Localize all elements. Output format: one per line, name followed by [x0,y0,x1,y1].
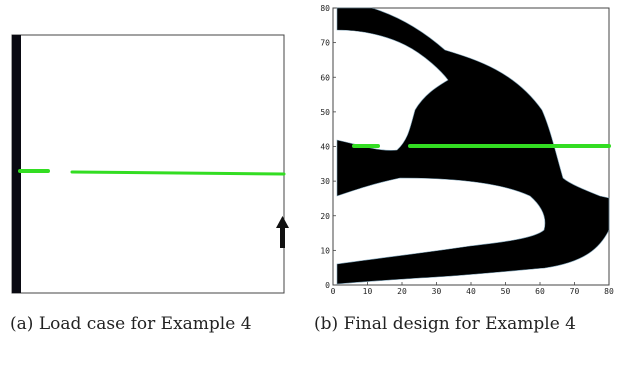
y-tick-label: 0 [325,281,330,290]
y-tick-label: 70 [320,39,330,48]
fixed-support-bar [12,35,21,293]
y-tick-label: 20 [320,212,330,221]
y-tick-label: 10 [320,246,330,255]
x-tick-label: 30 [432,287,442,296]
y-axis: 0 10 20 30 40 50 60 70 80 [320,4,336,290]
x-tick-label: 20 [397,287,407,296]
panel-a-drawing [11,34,289,294]
load-line-right-segment [70,170,286,176]
x-tick-label: 10 [363,287,373,296]
y-tick-label: 50 [320,108,330,117]
y-tick-label: 30 [320,177,330,186]
caption-b: (b) Final design for Example 4 [314,312,614,336]
panel-b-drawing: 0 10 20 30 40 50 60 70 80 0 10 20 30 40 50 60 70 80 [320,4,614,296]
x-tick-label: 80 [604,287,614,296]
y-tick-label: 40 [320,143,330,152]
load-arrow-icon [276,216,289,248]
x-tick-label: 70 [570,287,580,296]
panel-a-frame [11,34,285,294]
x-tick-label: 40 [466,287,476,296]
caption-a-label: (a) [10,314,34,334]
x-axis: 0 10 20 30 40 50 60 70 80 [331,282,614,296]
x-tick-label: 60 [535,287,545,296]
y-tick-label: 60 [320,73,330,82]
caption-a: (a) Load case for Example 4 [10,312,300,336]
x-tick-label: 0 [331,287,336,296]
caption-b-text: Final design for Example 4 [343,314,576,334]
y-tick-label: 80 [320,4,330,13]
caption-a-text: Load case for Example 4 [38,314,252,334]
x-tick-label: 50 [501,287,511,296]
caption-b-label: (b) [314,314,339,334]
